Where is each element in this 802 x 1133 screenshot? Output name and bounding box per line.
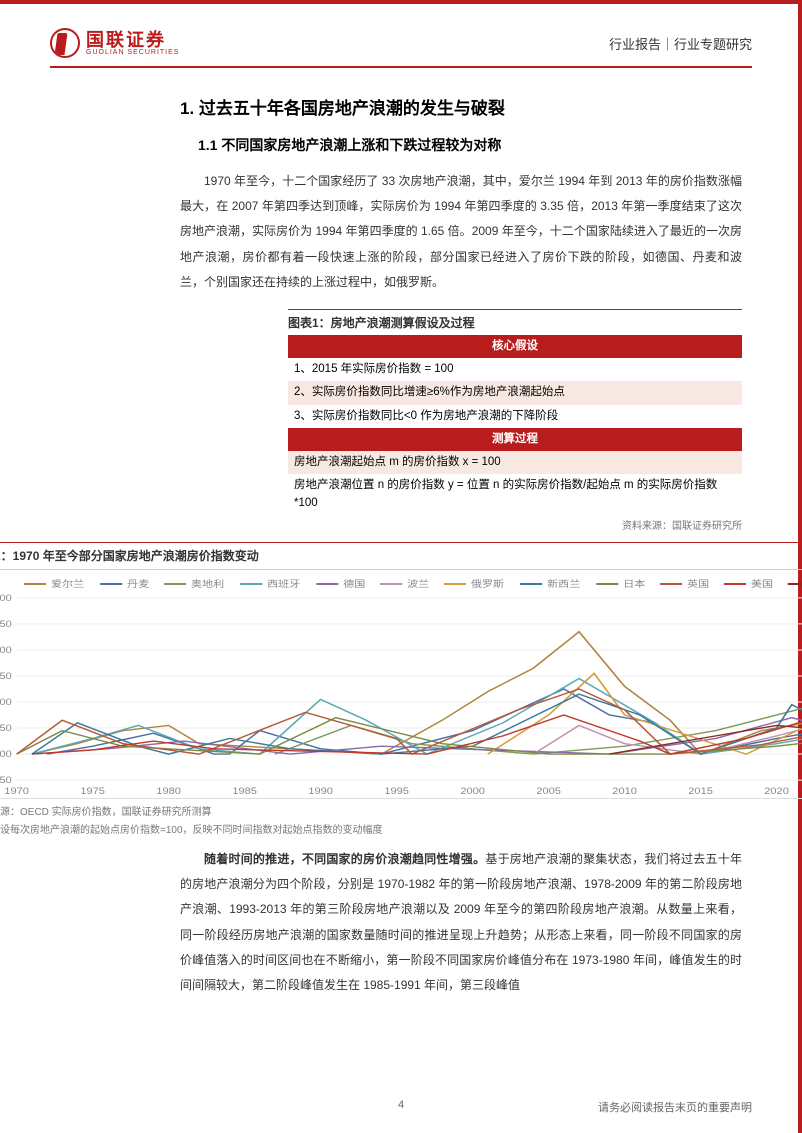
svg-text:1980: 1980	[156, 787, 181, 797]
svg-text:150: 150	[0, 724, 12, 734]
page-header: 国联证券 GUOLIAN SECURITIES 行业报告｜行业专题研究	[50, 28, 752, 68]
logo-text-en: GUOLIAN SECURITIES	[86, 49, 179, 56]
figure-1: 图表1：房地产浪潮测算假设及过程 核心假设 1、2015 年实际房价指数 = 1…	[180, 309, 742, 532]
svg-text:1975: 1975	[80, 787, 105, 797]
svg-text:爱尔兰: 爱尔兰	[51, 578, 84, 590]
logo-text-cn: 国联证券	[86, 31, 179, 49]
figure-2-chart: 50 100 150 200 250 300 350 400 1970 1975 1980 1985 1…	[0, 574, 802, 799]
svg-text:奥地利: 奥地利	[191, 578, 224, 590]
table-row: 房地产浪潮位置 n 的房价指数 y = 位置 n 的实际房价指数/起始点 m 的…	[288, 474, 742, 515]
svg-text:西班牙: 西班牙	[267, 579, 300, 590]
figure-2-source-2: 注：假设每次房地产浪潮的起始点房价指数=100，反映不同时间指数对起始点指数的变…	[0, 821, 802, 839]
svg-text:1995: 1995	[384, 787, 409, 797]
paragraph-2: 随着时间的推进，不同国家的房价浪潮趋同性增强。基于房地产浪潮的聚集状态，我们将过…	[180, 847, 742, 998]
figure-2: 图表2：1970 年至今部分国家房地产浪潮房价指数变动 50 100 150 200 2…	[0, 542, 802, 847]
table-section-header: 测算过程	[288, 428, 742, 451]
svg-text:1985: 1985	[232, 787, 257, 797]
svg-text:丹麦: 丹麦	[127, 579, 149, 590]
svg-text:300: 300	[0, 646, 12, 656]
logo: 国联证券 GUOLIAN SECURITIES	[50, 28, 179, 58]
logo-icon	[50, 28, 80, 58]
svg-text:1990: 1990	[308, 787, 333, 797]
figure-1-source: 资料来源：国联证券研究所	[288, 515, 742, 532]
table-section-header: 核心假设	[288, 335, 742, 358]
figure-2-source-1: 资料来源：OECD 实际房价指数，国联证券研究所测算	[0, 803, 802, 821]
svg-text:俄罗斯: 俄罗斯	[471, 578, 504, 590]
svg-text:50: 50	[0, 776, 12, 786]
figure-1-table: 核心假设 1、2015 年实际房价指数 = 100 2、实际房价指数同比增速≥6…	[288, 335, 742, 515]
svg-text:德国: 德国	[343, 578, 365, 590]
heading-1: 1. 过去五十年各国房地产浪潮的发生与破裂	[180, 94, 742, 119]
svg-text:美国: 美国	[751, 578, 773, 590]
heading-2: 1.1 不同国家房地产浪潮上涨和下跌过程较为对称	[180, 135, 742, 155]
figure-2-title: 图表2：1970 年至今部分国家房地产浪潮房价指数变动	[0, 545, 259, 567]
svg-text:波兰: 波兰	[407, 578, 429, 590]
svg-text:200: 200	[0, 698, 12, 708]
svg-text:2000: 2000	[460, 787, 485, 797]
paragraph-1: 1970 年至今，十二个国家经历了 33 次房地产浪潮，其中，爱尔兰 1994 …	[180, 169, 742, 295]
header-category: 行业报告｜行业专题研究	[609, 34, 752, 53]
svg-text:400: 400	[0, 594, 12, 604]
svg-text:2015: 2015	[688, 787, 713, 797]
svg-text:2005: 2005	[536, 787, 561, 797]
table-row: 房地产浪潮起始点 m 的房价指数 x = 100	[288, 451, 742, 474]
table-row: 2、实际房价指数同比增速≥6%作为房地产浪潮起始点	[288, 381, 742, 404]
paragraph-2-body: 基于房地产浪潮的聚集状态，我们将过去五十年的房地产浪潮分为四个阶段，分别是 19…	[180, 852, 742, 992]
svg-text:100: 100	[0, 750, 12, 760]
paragraph-2-lead: 随着时间的推进，不同国家的房价浪潮趋同性增强。	[204, 852, 485, 866]
svg-text:英国: 英国	[687, 578, 709, 590]
table-row: 3、实际房价指数同比<0 作为房地产浪潮的下降阶段	[288, 405, 742, 428]
svg-text:2010: 2010	[612, 787, 637, 797]
page-footer: 4 请务必阅读报告末页的重要声明	[50, 1093, 752, 1115]
footer-disclaimer: 请务必阅读报告末页的重要声明	[598, 1099, 752, 1115]
svg-text:新西兰: 新西兰	[547, 578, 580, 590]
svg-text:1970: 1970	[4, 787, 29, 797]
page-number: 4	[398, 1099, 404, 1111]
table-row: 1、2015 年实际房价指数 = 100	[288, 358, 742, 381]
figure-1-title: 图表1：房地产浪潮测算假设及过程	[288, 309, 742, 335]
svg-text:日本: 日本	[623, 578, 645, 590]
svg-text:2020: 2020	[764, 787, 789, 797]
svg-text:350: 350	[0, 620, 12, 630]
svg-text:250: 250	[0, 672, 12, 682]
